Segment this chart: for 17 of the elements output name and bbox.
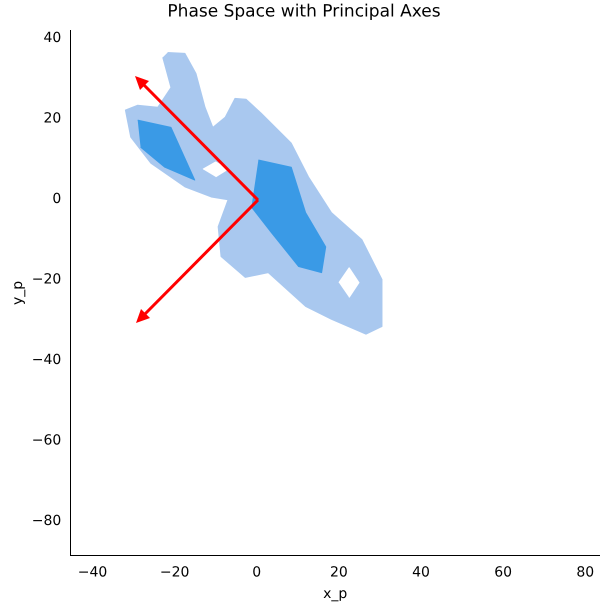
x-tick-label: −40 — [78, 564, 108, 580]
y-tick-label: −80 — [32, 512, 62, 529]
y-tick-label: −20 — [32, 271, 62, 288]
x-tick-label: 80 — [576, 564, 594, 580]
y-tick-label: 0 — [52, 191, 62, 208]
y-tick-label: 20 — [44, 110, 62, 127]
y-tick-label: −60 — [32, 432, 62, 448]
x-axis-title: x_p — [323, 586, 348, 602]
x-tick-label: 40 — [412, 564, 430, 580]
x-tick-label: 0 — [252, 564, 262, 580]
x-tick-label: 20 — [330, 564, 348, 580]
chart-title: Phase Space with Principal Axes — [167, 2, 441, 22]
x-tick-label: 60 — [494, 564, 512, 580]
x-tick-label: −20 — [160, 564, 190, 580]
y-axis-title: y_p — [10, 280, 26, 305]
y-tick-label: 40 — [44, 30, 62, 46]
y-tick-label: −40 — [32, 352, 62, 368]
